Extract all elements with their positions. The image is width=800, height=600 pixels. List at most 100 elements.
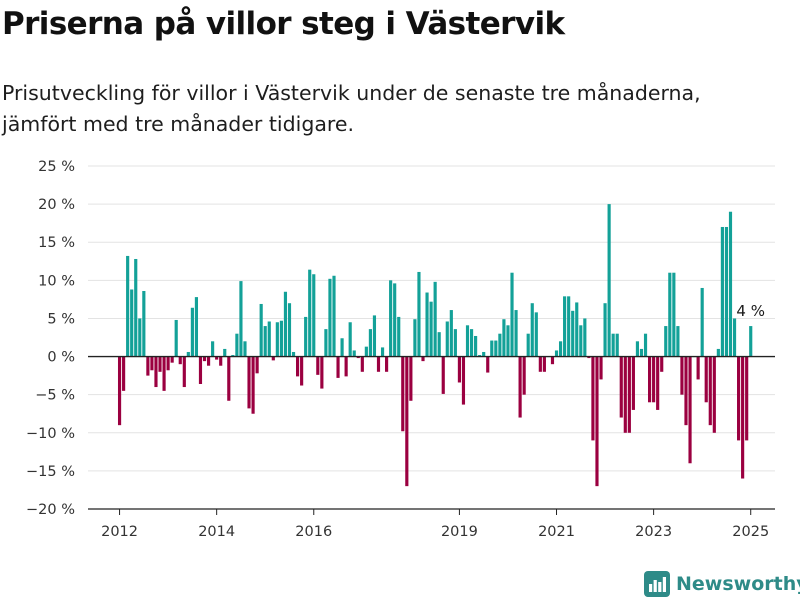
bar — [328, 278, 332, 357]
bar — [498, 333, 502, 357]
bar — [142, 291, 146, 357]
chart-subtitle: Prisutveckling för villor i Västervik un… — [2, 81, 701, 136]
x-tick-label: 2025 — [732, 524, 769, 540]
bar — [623, 356, 627, 433]
bar — [607, 204, 611, 357]
y-tick-label: 10 % — [38, 273, 75, 289]
bar — [206, 356, 211, 366]
x-tick-label: 2014 — [198, 524, 235, 540]
bar — [474, 335, 478, 357]
x-tick-label: 2021 — [538, 524, 575, 540]
bar — [704, 356, 708, 403]
bar — [627, 356, 631, 433]
bar — [320, 356, 324, 389]
bar — [591, 356, 595, 441]
bar — [154, 356, 158, 388]
bar — [287, 303, 292, 357]
bar — [231, 355, 235, 357]
annotations: 4 % — [736, 302, 765, 320]
bar — [348, 322, 352, 357]
bar — [684, 356, 688, 426]
y-tick-label: 5 % — [47, 311, 75, 327]
bar — [255, 356, 259, 374]
bar — [575, 302, 579, 357]
bar — [741, 356, 745, 479]
y-axis-tick-labels: 25 % 20 % 15 % 10 % 5 % 0 % −5 % −10 % −15 % −20 … — [26, 159, 75, 518]
bar — [631, 356, 635, 410]
bar — [571, 310, 575, 357]
bar — [247, 356, 251, 409]
bar — [611, 333, 615, 357]
bar — [291, 351, 296, 357]
bar — [324, 329, 328, 357]
bar — [194, 297, 199, 357]
bar — [393, 283, 397, 357]
x-tick-label: 2019 — [441, 524, 478, 540]
bar — [732, 318, 737, 357]
bar — [538, 356, 542, 372]
bar — [724, 226, 729, 357]
bar — [648, 356, 652, 403]
y-tick-label: −15 % — [26, 464, 75, 480]
bar — [494, 340, 498, 357]
bar — [130, 289, 134, 357]
bar — [469, 329, 474, 357]
bar — [385, 356, 389, 372]
bar — [364, 346, 368, 357]
bar — [737, 356, 741, 441]
bar — [170, 356, 174, 363]
bar — [122, 356, 126, 391]
bar — [401, 356, 405, 432]
bar — [615, 333, 619, 357]
bar — [296, 356, 300, 377]
bar — [126, 255, 130, 357]
bar-chart: 25 % 20 % 15 % 10 % 5 % 0 % −5 % −10 % −15 % −20 … — [26, 159, 775, 540]
bar — [567, 296, 571, 357]
bar — [263, 326, 267, 357]
bar — [425, 292, 429, 357]
bar — [259, 303, 263, 357]
bar — [639, 348, 644, 357]
bar — [332, 275, 336, 357]
bar — [138, 318, 142, 357]
bar — [376, 356, 381, 372]
bar — [117, 356, 122, 426]
bar — [417, 271, 421, 357]
bar — [211, 341, 215, 357]
bar — [178, 356, 182, 365]
bar — [603, 303, 607, 357]
bar — [433, 281, 437, 357]
bar — [457, 356, 461, 383]
bar — [158, 356, 162, 372]
y-tick-label: −20 % — [26, 502, 75, 518]
bar — [688, 356, 692, 464]
bar — [182, 356, 186, 388]
y-tick-label: −10 % — [26, 426, 75, 442]
bar — [219, 356, 223, 366]
bar — [344, 356, 348, 377]
bar — [619, 356, 623, 418]
bar — [510, 272, 514, 357]
bar — [664, 326, 668, 357]
bar — [174, 319, 178, 357]
bar — [660, 356, 664, 372]
bar — [162, 356, 166, 391]
bar — [696, 356, 700, 380]
bar — [421, 356, 425, 362]
bar — [445, 321, 449, 357]
bar — [563, 296, 567, 357]
bar — [490, 340, 494, 357]
bar — [267, 321, 271, 357]
bar — [745, 356, 749, 441]
newsworthy-logo-icon — [644, 571, 670, 597]
bar — [239, 281, 243, 357]
bar — [716, 348, 720, 357]
bar — [186, 351, 190, 357]
bar — [453, 329, 457, 357]
bar — [676, 326, 680, 357]
bar — [550, 356, 555, 365]
bar — [308, 269, 312, 357]
bar — [409, 356, 413, 401]
bar — [668, 272, 672, 357]
bar — [530, 303, 534, 357]
